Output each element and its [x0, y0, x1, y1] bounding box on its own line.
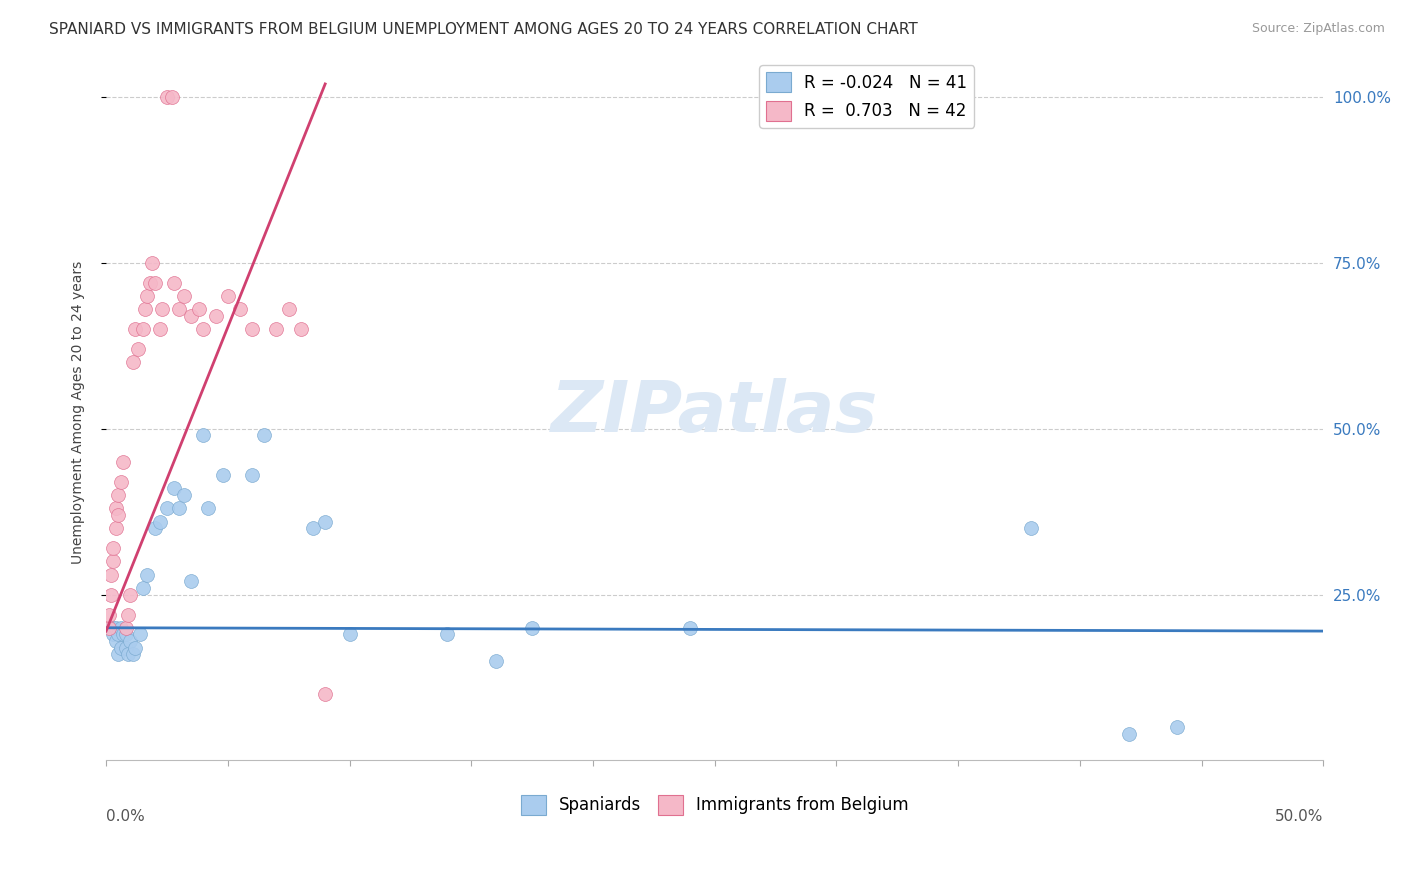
- Point: [114, 627, 136, 641]
- Point: [212, 468, 235, 483]
- Point: [97, 621, 120, 635]
- Point: [143, 276, 166, 290]
- Point: [112, 627, 135, 641]
- Point: [104, 501, 127, 516]
- Point: [120, 634, 142, 648]
- Point: [339, 627, 361, 641]
- Point: [120, 588, 142, 602]
- Point: [103, 554, 125, 568]
- Point: [100, 567, 122, 582]
- Point: [124, 322, 146, 336]
- Point: [253, 428, 276, 442]
- Point: [173, 488, 195, 502]
- Point: [156, 90, 179, 104]
- Point: [107, 648, 129, 662]
- Point: [290, 322, 312, 336]
- Point: [112, 455, 135, 469]
- Point: [229, 302, 252, 317]
- Point: [180, 574, 202, 589]
- Point: [1166, 720, 1188, 734]
- Point: [484, 654, 506, 668]
- Text: Source: ZipAtlas.com: Source: ZipAtlas.com: [1251, 22, 1385, 36]
- Point: [110, 475, 132, 489]
- Point: [121, 355, 143, 369]
- Point: [204, 309, 226, 323]
- Point: [187, 302, 209, 317]
- Point: [160, 90, 183, 104]
- Point: [127, 343, 149, 357]
- Point: [141, 256, 163, 270]
- Point: [197, 501, 219, 516]
- Point: [679, 621, 702, 635]
- Text: 0.0%: 0.0%: [105, 809, 145, 824]
- Point: [121, 648, 143, 662]
- Point: [167, 501, 190, 516]
- Point: [107, 508, 129, 522]
- Point: [163, 482, 186, 496]
- Point: [103, 627, 125, 641]
- Y-axis label: Unemployment Among Ages 20 to 24 years: Unemployment Among Ages 20 to 24 years: [72, 260, 86, 564]
- Text: 50.0%: 50.0%: [1275, 809, 1323, 824]
- Point: [114, 621, 136, 635]
- Point: [314, 515, 336, 529]
- Point: [131, 322, 153, 336]
- Point: [193, 322, 215, 336]
- Point: [436, 627, 458, 641]
- Point: [107, 488, 129, 502]
- Point: [150, 302, 173, 317]
- Point: [163, 276, 186, 290]
- Point: [97, 607, 120, 622]
- Point: [107, 627, 129, 641]
- Point: [117, 607, 139, 622]
- Point: [302, 521, 325, 535]
- Point: [167, 302, 190, 317]
- Point: [156, 501, 179, 516]
- Point: [314, 687, 336, 701]
- Point: [114, 640, 136, 655]
- Point: [100, 588, 122, 602]
- Point: [134, 302, 156, 317]
- Point: [103, 541, 125, 556]
- Point: [143, 521, 166, 535]
- Point: [136, 289, 159, 303]
- Point: [240, 322, 263, 336]
- Point: [180, 309, 202, 323]
- Point: [520, 621, 543, 635]
- Point: [139, 276, 162, 290]
- Point: [131, 581, 153, 595]
- Point: [104, 621, 127, 635]
- Point: [110, 640, 132, 655]
- Point: [1019, 521, 1042, 535]
- Text: SPANIARD VS IMMIGRANTS FROM BELGIUM UNEMPLOYMENT AMONG AGES 20 TO 24 YEARS CORRE: SPANIARD VS IMMIGRANTS FROM BELGIUM UNEM…: [49, 22, 918, 37]
- Point: [149, 322, 172, 336]
- Point: [103, 621, 125, 635]
- Point: [124, 640, 146, 655]
- Point: [1118, 727, 1140, 741]
- Point: [149, 515, 172, 529]
- Point: [129, 627, 152, 641]
- Point: [104, 521, 127, 535]
- Text: ZIPatlas: ZIPatlas: [551, 377, 879, 447]
- Legend: Spaniards, Immigrants from Belgium: Spaniards, Immigrants from Belgium: [515, 788, 915, 822]
- Point: [193, 428, 215, 442]
- Point: [173, 289, 195, 303]
- Point: [100, 621, 122, 635]
- Point: [240, 468, 263, 483]
- Point: [266, 322, 288, 336]
- Point: [136, 567, 159, 582]
- Point: [110, 621, 132, 635]
- Point: [104, 634, 127, 648]
- Point: [277, 302, 299, 317]
- Point: [117, 648, 139, 662]
- Point: [217, 289, 239, 303]
